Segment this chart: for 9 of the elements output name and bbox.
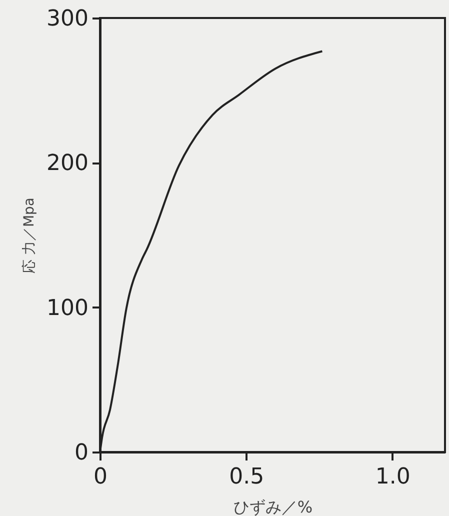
y-axis-title: 応 力／Mpa [22, 198, 38, 274]
y-tick-label: 200 [46, 151, 88, 176]
y-tick-label: 0 [74, 440, 88, 466]
y-tick-label: 300 [46, 6, 88, 32]
y-tick-label: 100 [46, 296, 88, 321]
x-tick-label: 0.5 [229, 464, 264, 490]
x-tick-label: 0 [94, 464, 108, 490]
x-axis-title: ひずみ／% [233, 498, 313, 516]
x-tick-label: 1.0 [375, 464, 410, 490]
